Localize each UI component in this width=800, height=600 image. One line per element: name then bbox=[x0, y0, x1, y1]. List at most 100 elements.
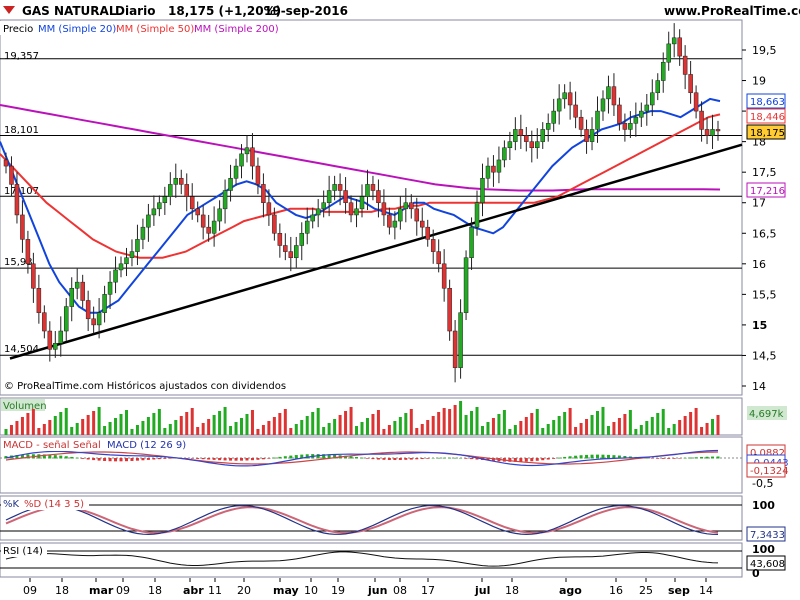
volume-bar bbox=[705, 423, 709, 435]
volume-bar bbox=[294, 424, 298, 435]
y-tick-label: 17 bbox=[752, 197, 766, 210]
macd-tick: -0,5 bbox=[752, 477, 773, 490]
volume-bar bbox=[535, 409, 539, 435]
volume-bar bbox=[338, 415, 342, 435]
legend-price: Precio bbox=[3, 24, 33, 35]
candle bbox=[294, 236, 299, 268]
quote-date: 19-sep-2016 bbox=[264, 4, 348, 18]
macd-tag3: -0,1324 bbox=[750, 466, 789, 477]
macd-hist-bar bbox=[700, 456, 704, 459]
candle bbox=[129, 239, 135, 267]
volume-bar bbox=[645, 421, 649, 435]
volume-bar bbox=[563, 412, 567, 435]
candle bbox=[562, 84, 567, 109]
volume-bar bbox=[596, 411, 600, 435]
volume-bar bbox=[289, 428, 293, 435]
macd-hist-bar bbox=[365, 458, 369, 459]
macd-hist-bar bbox=[437, 457, 441, 459]
macd-hist-bar bbox=[256, 458, 260, 460]
volume-bar bbox=[305, 416, 309, 435]
macd-hist-bar bbox=[678, 458, 682, 459]
candle bbox=[58, 316, 64, 357]
candle bbox=[639, 102, 644, 127]
macd-hist-bar bbox=[508, 458, 512, 462]
macd-hist-bar bbox=[404, 458, 408, 460]
candle bbox=[376, 179, 381, 218]
candle bbox=[277, 223, 283, 258]
volume-bar bbox=[163, 428, 167, 435]
candle bbox=[578, 109, 584, 137]
x-tick-label: mar bbox=[89, 584, 114, 597]
macd-hist-bar bbox=[486, 458, 490, 461]
macd-hist-bar bbox=[250, 458, 254, 461]
quote-value: 18,175 (+1,20%) bbox=[168, 4, 281, 18]
macd-hist-bar bbox=[283, 456, 287, 459]
volume-bar bbox=[141, 421, 145, 435]
candle bbox=[710, 114, 715, 149]
volume-bar bbox=[201, 423, 205, 435]
stoch-panel bbox=[0, 495, 743, 541]
volume-bar bbox=[524, 417, 528, 435]
volume-bar bbox=[426, 420, 430, 435]
macd-hist-bar bbox=[596, 454, 600, 459]
macd-hist-bar bbox=[667, 458, 671, 459]
volume-bar bbox=[650, 417, 654, 435]
x-tick-label: 16 bbox=[609, 584, 623, 597]
volume-bar bbox=[628, 410, 632, 435]
candle bbox=[365, 169, 370, 211]
volume-bar bbox=[283, 409, 287, 435]
macd-hist-bar bbox=[163, 458, 167, 459]
volume-bar bbox=[387, 425, 391, 435]
volume-bar bbox=[382, 429, 386, 435]
volume-bar bbox=[316, 408, 320, 435]
candle bbox=[556, 84, 562, 125]
volume-bar bbox=[218, 411, 222, 435]
volume-bar bbox=[349, 407, 353, 435]
candle bbox=[387, 207, 392, 235]
level-label: 14,504 bbox=[4, 344, 39, 355]
volume-bar bbox=[245, 414, 249, 435]
macd-hist-bar bbox=[223, 458, 227, 461]
volume-bar bbox=[519, 421, 523, 435]
volume-bar bbox=[437, 412, 441, 435]
macd-hist-bar bbox=[612, 455, 616, 459]
macd-hist-bar bbox=[552, 458, 556, 459]
macd-hist-bar bbox=[300, 454, 304, 459]
macd-tag1: 0,0882 bbox=[750, 448, 785, 459]
tag-price-box bbox=[746, 124, 786, 140]
legend-mm20: MM (Simple 20) bbox=[38, 24, 116, 35]
volume-bar bbox=[48, 420, 52, 435]
macd-hist-bar bbox=[557, 457, 561, 459]
volume-bar bbox=[179, 416, 183, 435]
legend-box bbox=[0, 21, 310, 35]
macd-hist-bar bbox=[119, 458, 123, 462]
candle bbox=[200, 205, 206, 240]
volume-bar bbox=[59, 412, 63, 435]
macd-hist-bar bbox=[59, 455, 63, 459]
candle bbox=[359, 184, 365, 218]
macd-hist-bar bbox=[672, 458, 676, 459]
macd-hist-bar bbox=[475, 458, 479, 460]
volume-bar bbox=[229, 426, 233, 435]
candle bbox=[179, 169, 184, 195]
volume-bar bbox=[448, 409, 452, 435]
volume-bar bbox=[190, 408, 194, 435]
macd-hist-bar bbox=[568, 456, 572, 459]
tag-mm20-box bbox=[746, 93, 786, 109]
volume-bar bbox=[278, 413, 282, 435]
candle bbox=[321, 190, 326, 218]
macd-hist-bar bbox=[333, 454, 337, 459]
legend-mm200: MM (Simple 200) bbox=[194, 24, 279, 35]
x-tick-label: 18 bbox=[55, 584, 69, 597]
macd-hist-bar bbox=[519, 458, 523, 462]
x-tick-label: 20 bbox=[237, 584, 251, 597]
volume-bar bbox=[656, 413, 660, 435]
candle bbox=[250, 133, 255, 180]
macd-hist-bar bbox=[152, 458, 156, 460]
volume-bar bbox=[86, 415, 90, 435]
down-triangle-icon bbox=[3, 6, 15, 14]
macd-hist-bar bbox=[75, 457, 79, 459]
macd-hist-bar bbox=[141, 458, 145, 461]
candle bbox=[650, 79, 655, 116]
x-tick-label: may bbox=[273, 584, 299, 597]
